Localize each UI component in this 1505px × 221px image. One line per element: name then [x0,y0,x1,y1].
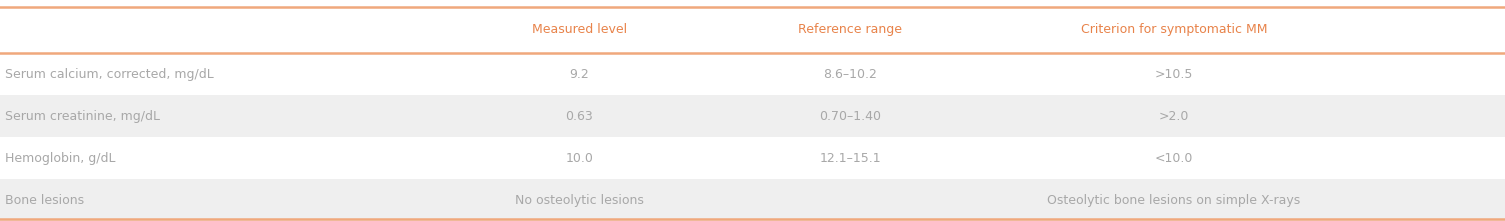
Text: 0.63: 0.63 [566,110,593,122]
Text: 12.1–15.1: 12.1–15.1 [820,152,880,164]
Text: Serum creatinine, mg/dL: Serum creatinine, mg/dL [5,110,160,122]
Text: >10.5: >10.5 [1154,68,1193,80]
Text: Reference range: Reference range [798,23,903,36]
Text: Hemoglobin, g/dL: Hemoglobin, g/dL [5,152,114,164]
Text: 8.6–10.2: 8.6–10.2 [823,68,877,80]
Text: >2.0: >2.0 [1159,110,1189,122]
Text: Bone lesions: Bone lesions [5,194,84,206]
Text: 0.70–1.40: 0.70–1.40 [819,110,882,122]
Bar [0,53,1505,95]
Bar [0,95,1505,137]
Text: 9.2: 9.2 [569,68,590,80]
Bar [0,7,1505,53]
Text: Measured level: Measured level [531,23,628,36]
Text: Criterion for symptomatic MM: Criterion for symptomatic MM [1081,23,1267,36]
Text: 10.0: 10.0 [566,152,593,164]
Text: Serum calcium, corrected, mg/dL: Serum calcium, corrected, mg/dL [5,68,214,80]
Text: Osteolytic bone lesions on simple X-rays: Osteolytic bone lesions on simple X-rays [1047,194,1300,206]
Bar [0,179,1505,221]
Text: No osteolytic lesions: No osteolytic lesions [515,194,644,206]
Bar [0,137,1505,179]
Text: <10.0: <10.0 [1154,152,1193,164]
